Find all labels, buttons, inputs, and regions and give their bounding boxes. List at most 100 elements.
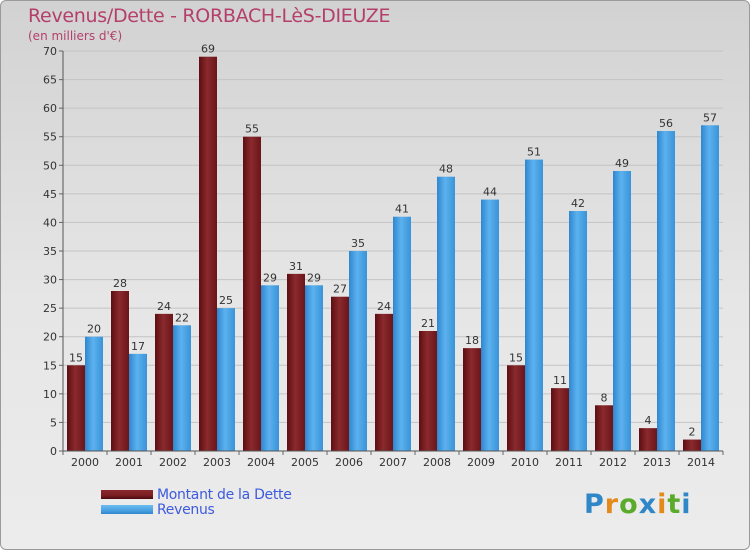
bar-dette bbox=[67, 365, 85, 451]
chart-subtitle: (en milliers d'€) bbox=[28, 29, 123, 43]
data-label: 55 bbox=[245, 123, 259, 136]
data-label: 15 bbox=[69, 351, 83, 364]
data-label: 2 bbox=[689, 426, 696, 439]
bar-dette bbox=[287, 273, 305, 451]
bar-dette bbox=[595, 405, 613, 451]
data-label: 42 bbox=[571, 197, 585, 210]
data-label: 18 bbox=[465, 334, 479, 347]
legend-label-debt: Montant de la Dette bbox=[157, 486, 292, 503]
logo-letter: r bbox=[604, 489, 620, 520]
chart-title: Revenus/Dette - RORBACH-LèS-DIEUZE bbox=[28, 5, 391, 27]
data-label: 24 bbox=[377, 300, 391, 313]
bar-revenus bbox=[569, 211, 587, 451]
legend-swatch-debt bbox=[101, 490, 153, 499]
x-tick-label: 2008 bbox=[423, 456, 451, 469]
bar-revenus bbox=[173, 325, 191, 451]
x-tick-label: 2000 bbox=[71, 456, 99, 469]
bar-revenus bbox=[129, 353, 147, 451]
bar-revenus bbox=[481, 199, 499, 451]
y-tick-label: 50 bbox=[43, 159, 57, 172]
x-tick-label: 2002 bbox=[159, 456, 187, 469]
y-tick-label: 65 bbox=[43, 74, 57, 87]
bar-revenus bbox=[437, 176, 455, 451]
y-tick-label: 40 bbox=[43, 216, 57, 229]
data-label: 44 bbox=[483, 186, 497, 199]
bar-revenus bbox=[393, 216, 411, 451]
y-tick-label: 5 bbox=[50, 416, 57, 429]
y-tick-label: 30 bbox=[43, 274, 57, 287]
x-tick-label: 2007 bbox=[379, 456, 407, 469]
y-tick-label: 10 bbox=[43, 388, 57, 401]
legend-item-debt: Montant de la Dette bbox=[101, 486, 292, 503]
data-label: 25 bbox=[219, 294, 233, 307]
y-tick-label: 25 bbox=[43, 302, 57, 315]
data-label: 28 bbox=[113, 277, 127, 290]
data-label: 69 bbox=[201, 43, 215, 56]
bar-dette bbox=[243, 136, 261, 451]
y-tick-label: 35 bbox=[43, 245, 57, 258]
x-tick-label: 2004 bbox=[247, 456, 275, 469]
data-label: 57 bbox=[703, 111, 717, 124]
x-tick-label: 2003 bbox=[203, 456, 231, 469]
x-tick-label: 2001 bbox=[115, 456, 143, 469]
x-tick-label: 2013 bbox=[643, 456, 671, 469]
bar-dette bbox=[375, 313, 393, 451]
bar-dette bbox=[463, 348, 481, 451]
data-label: 4 bbox=[645, 414, 652, 427]
y-tick-label: 0 bbox=[50, 445, 57, 458]
bar-dette bbox=[331, 296, 349, 451]
legend-swatch-revenus bbox=[101, 505, 153, 514]
data-label: 20 bbox=[87, 323, 101, 336]
x-tick-label: 2006 bbox=[335, 456, 363, 469]
data-label: 21 bbox=[421, 317, 435, 330]
logo-letter: i bbox=[681, 489, 692, 520]
data-label: 29 bbox=[307, 271, 321, 284]
x-tick-label: 2010 bbox=[511, 456, 539, 469]
x-tick-label: 2011 bbox=[555, 456, 583, 469]
data-label: 29 bbox=[263, 271, 277, 284]
bar-dette bbox=[155, 313, 173, 451]
data-label: 27 bbox=[333, 283, 347, 296]
y-tick-label: 55 bbox=[43, 131, 57, 144]
bar-dette bbox=[507, 365, 525, 451]
proxiti-logo: Proxiti bbox=[584, 489, 692, 520]
bar-revenus bbox=[261, 285, 279, 451]
bar-revenus bbox=[701, 125, 719, 452]
logo-letter: o bbox=[619, 489, 639, 520]
bar-dette bbox=[199, 56, 217, 451]
bar-revenus bbox=[85, 336, 103, 451]
legend-label-revenus: Revenus bbox=[157, 501, 215, 518]
data-label: 15 bbox=[509, 351, 523, 364]
data-label: 41 bbox=[395, 203, 409, 216]
y-tick-label: 60 bbox=[43, 102, 57, 115]
data-label: 11 bbox=[553, 374, 567, 387]
data-label: 17 bbox=[131, 340, 145, 353]
y-tick-label: 20 bbox=[43, 331, 57, 344]
x-tick-label: 2014 bbox=[687, 456, 715, 469]
data-label: 24 bbox=[157, 300, 171, 313]
bar-dette bbox=[419, 331, 437, 451]
logo-letter: P bbox=[584, 489, 605, 520]
bar-revenus bbox=[217, 308, 235, 451]
bar-dette bbox=[111, 291, 129, 451]
data-label: 51 bbox=[527, 146, 541, 159]
bar-dette bbox=[639, 428, 657, 451]
logo-letter: i bbox=[657, 489, 668, 520]
data-label: 56 bbox=[659, 117, 673, 130]
bar-dette bbox=[551, 388, 569, 451]
x-tick-label: 2009 bbox=[467, 456, 495, 469]
x-tick-label: 2012 bbox=[599, 456, 627, 469]
data-label: 48 bbox=[439, 163, 453, 176]
bar-revenus bbox=[613, 171, 631, 451]
data-label: 31 bbox=[289, 260, 303, 273]
x-tick-label: 2005 bbox=[291, 456, 319, 469]
legend-item-revenus: Revenus bbox=[101, 501, 292, 518]
bar-revenus bbox=[657, 131, 675, 451]
logo-letter: t bbox=[667, 489, 682, 520]
bar-revenus bbox=[305, 285, 323, 451]
bar-dette bbox=[683, 439, 701, 451]
data-label: 49 bbox=[615, 157, 629, 170]
bar-revenus bbox=[525, 159, 543, 452]
